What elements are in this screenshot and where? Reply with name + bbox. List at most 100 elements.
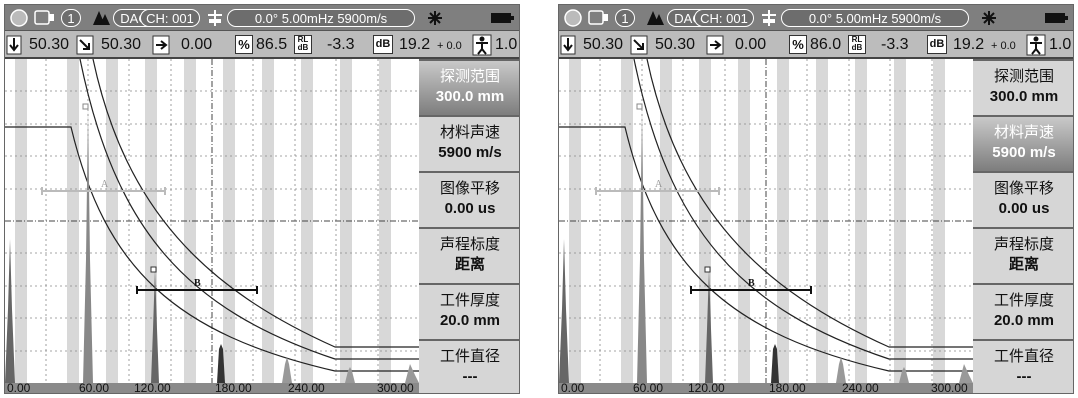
reading-amplitude-percent: 86.5 <box>256 36 288 53</box>
camera-icon <box>34 10 50 25</box>
menu-item[interactable]: 声程标度 距离 <box>419 227 519 283</box>
x-tick-label: 60.00 <box>79 381 110 394</box>
probe-info-badge: 0.0° 5.00mHz 5900m/s <box>781 9 969 27</box>
menu-item[interactable]: 声程标度 距离 <box>973 227 1073 283</box>
reading-amplitude-percent: 86.0 <box>810 36 842 53</box>
menu-item-label: 探测范围 <box>993 68 1054 85</box>
gate-a-label: A <box>655 179 663 190</box>
flaw-detector-screen-right: 1 DAC CH: 001 0.0° 5.00mHz 5900m/s 50.30… <box>558 4 1074 394</box>
readings-bar: 50.30 50.30 0.00 % 86.5 RL dB -3.3 dB 19… <box>5 31 519 59</box>
menu-item-value: 5900 m/s <box>438 144 502 161</box>
probe-person-icon <box>1026 34 1046 56</box>
center-axes <box>559 59 973 383</box>
reading-rl-db: -3.3 <box>881 36 909 53</box>
menu-item-value: 300.0 mm <box>989 88 1059 105</box>
x-axis: 0.00 60.00 120.00 180.00 240.00 300.00 <box>559 381 973 394</box>
reading-icons <box>560 34 1046 56</box>
menu-item-label: 工件厚度 <box>993 292 1054 309</box>
x-tick-label: 180.00 <box>769 381 806 394</box>
status-bar: 1 DAC CH: 001 0.0° 5.00mHz 5900m/s <box>559 5 1073 31</box>
menu-item[interactable]: 工件直径 --- <box>419 339 519 393</box>
menu-item-value: --- <box>462 368 478 385</box>
x-tick-label: 0.00 <box>7 381 31 394</box>
x-tick-label: 60.00 <box>633 381 664 394</box>
gate-a[interactable]: A <box>595 103 720 195</box>
x-tick-label: 120.00 <box>134 381 171 394</box>
probe-info-badge: 0.0° 5.00mHz 5900m/s <box>227 9 415 27</box>
gate-b[interactable]: B <box>690 266 812 294</box>
status-icons <box>564 9 1068 27</box>
depth-arrow-icon <box>560 35 576 55</box>
x-axis: 0.00 60.00 120.00 180.00 240.00 300.00 <box>5 381 419 394</box>
menu-item[interactable]: 图像平移 0.00 us <box>973 171 1073 227</box>
gate-b[interactable]: B <box>136 266 258 294</box>
menu-item[interactable]: 图像平移 0.00 us <box>419 171 519 227</box>
menu-item-value: 300.0 mm <box>435 88 505 105</box>
menu-item-value: --- <box>1016 368 1032 385</box>
rl-db-icon: RL dB <box>848 35 866 54</box>
menu-item-value: 20.0 mm <box>993 312 1055 329</box>
percent-icon: % <box>789 35 807 54</box>
menu-item-value: 距离 <box>454 256 485 273</box>
reading-surface: 0.00 <box>181 36 213 53</box>
battery-icon <box>1045 13 1065 23</box>
menu-item-value: 0.00 us <box>444 200 496 217</box>
depth-arrow-icon <box>6 35 22 55</box>
echo-signals <box>5 109 419 383</box>
camera-icon <box>588 10 604 25</box>
db-icon: dB <box>373 35 393 54</box>
menu-item[interactable]: 工件厚度 20.0 mm <box>973 283 1073 339</box>
reading-gain-db: 19.2 <box>953 36 985 53</box>
menu-item-value: 0.00 us <box>998 200 1050 217</box>
menu-item[interactable]: 工件厚度 20.0 mm <box>419 283 519 339</box>
brightness-icon <box>982 11 996 25</box>
menu-item-value: 距离 <box>1008 256 1039 273</box>
reading-gain-fine: + 0.0 <box>991 40 1016 52</box>
reading-depth: 50.30 <box>583 36 624 53</box>
menu-item-value: 5900 m/s <box>992 144 1056 161</box>
menu-item-label: 图像平移 <box>439 180 500 197</box>
side-menu: 探测范围 300.0 mm 材料声速 5900 m/s 图像平移 0.00 us 声程标度距… <box>973 59 1073 393</box>
reading-gain-db: 19.2 <box>399 36 431 53</box>
menu-item[interactable]: 探测范围 300.0 mm <box>419 59 519 115</box>
power-icon <box>10 9 28 27</box>
reading-depth: 50.30 <box>29 36 70 53</box>
x-tick-label: 120.00 <box>688 381 725 394</box>
reading-gain-step: 1.0 <box>495 36 518 53</box>
reading-icons <box>6 34 492 56</box>
reading-rl-db: -3.3 <box>327 36 355 53</box>
menu-item-label: 声程标度 <box>439 236 500 253</box>
slant-arrow-icon <box>630 35 648 55</box>
menu-item-label: 声程标度 <box>993 236 1054 253</box>
flaw-detector-screen-left: 1 DAC CH: 001 0.0° 5.00mHz 5900m/s 50.30… <box>4 4 520 394</box>
db-icon: dB <box>927 35 947 54</box>
gate-a-marker <box>82 103 89 110</box>
status-bar: 1 DAC CH: 001 0.0° 5.00mHz 5900m/s <box>5 5 519 31</box>
side-menu: 探测范围 300.0 mm 材料声速 5900 m/s 图像平移 0.00 us 声程标度距… <box>419 59 519 393</box>
x-tick-label: 180.00 <box>215 381 252 394</box>
x-tick-label: 240.00 <box>842 381 879 394</box>
a-scan-svg: A B <box>5 59 419 383</box>
probe-person-icon <box>472 34 492 56</box>
menu-item[interactable]: 工件直径 --- <box>973 339 1073 393</box>
reading-surface: 0.00 <box>735 36 767 53</box>
reading-gain-fine: + 0.0 <box>437 40 462 52</box>
a-scan-display[interactable]: A B <box>559 59 973 383</box>
menu-item-label: 图像平移 <box>993 180 1054 197</box>
menu-item[interactable]: 探测范围 300.0 mm <box>973 59 1073 115</box>
gate-b-label: B <box>748 278 755 289</box>
menu-item-label: 材料声速 <box>439 124 500 141</box>
right-arrow-icon <box>706 35 724 55</box>
gate-a-marker <box>636 103 643 110</box>
a-scan-display[interactable]: A B <box>5 59 419 383</box>
menu-item[interactable]: 材料声速 5900 m/s <box>973 115 1073 171</box>
gate-a[interactable]: A <box>41 103 166 195</box>
center-axes <box>5 59 419 383</box>
menu-item-label: 材料声速 <box>993 124 1054 141</box>
menu-item[interactable]: 材料声速 5900 m/s <box>419 115 519 171</box>
dac-curves <box>559 59 973 372</box>
channel-badge: CH: 001 <box>694 9 754 27</box>
reading-path: 50.30 <box>655 36 696 53</box>
reading-gain-step: 1.0 <box>1049 36 1072 53</box>
x-tick-label: 300.00 <box>377 381 414 394</box>
